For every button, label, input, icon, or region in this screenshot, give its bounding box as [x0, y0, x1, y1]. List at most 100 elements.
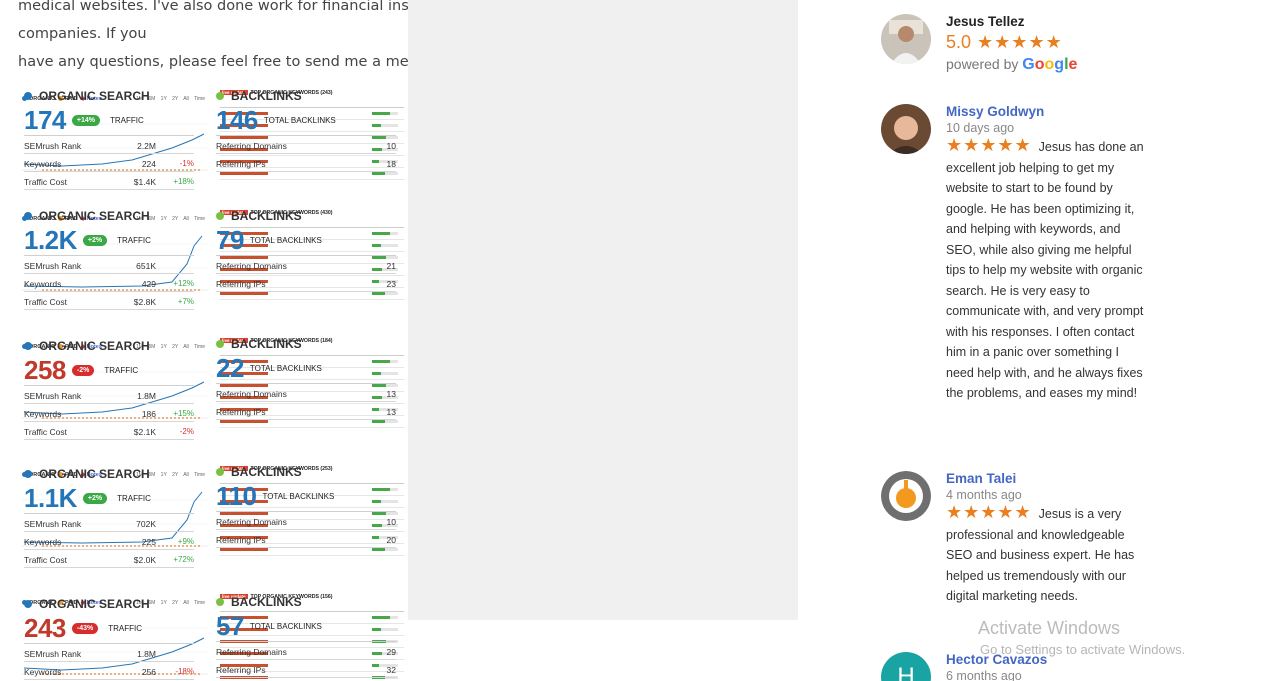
keywords-row: Keywords 186 +15%: [24, 404, 194, 422]
backlinks-title: BACKLINKS: [216, 208, 396, 224]
organic-search-widget: ORGANIC SEARCH 1.1K +2% TRAFFIC SEMrush …: [24, 466, 194, 568]
review-stars: ★★★★★: [946, 502, 1032, 522]
keyword-row: [220, 120, 404, 132]
review-date: 6 months ago: [946, 669, 1022, 681]
referring-ips-row: Referring IPs 32: [216, 660, 396, 678]
keyword-row: [220, 276, 404, 288]
reviewer-avatar: [881, 471, 931, 521]
top-keywords-table: live update TOP ORGANIC KEYWORDS (253): [220, 466, 404, 564]
backlinks-value: 22: [216, 353, 244, 383]
keyword-row: [220, 612, 404, 624]
top-keywords-title: live update TOP ORGANIC KEYWORDS (156): [220, 594, 333, 600]
organic-traffic: 243 -43% TRAFFIC: [24, 613, 194, 644]
keyword-row: [220, 252, 404, 264]
keyword-row: [220, 624, 404, 636]
organic-search-title: ORGANIC SEARCH: [24, 88, 194, 104]
referring-domains-row: Referring Domains 10: [216, 512, 396, 530]
keyword-row: [220, 532, 404, 544]
backlinks-value: 79: [216, 225, 244, 255]
backlinks-widget: BACKLINKS 22 TOTAL BACKLINKS Referring D…: [216, 336, 396, 420]
semrush-row: ORGANIC PAID ◆ Notes 1M 6M 1Y 2Y All Tim…: [18, 450, 798, 570]
traffic-mini-chart: ORGANIC PAID ◆ Notes 1M 6M 1Y 2Y All Tim…: [18, 194, 210, 304]
keyword-row: [220, 144, 404, 156]
top-keywords-table: live update TOP ORGANIC KEYWORDS (184): [220, 338, 404, 436]
backlinks-label: TOTAL BACKLINKS: [263, 116, 336, 125]
total-backlinks: 79 TOTAL BACKLINKS: [216, 225, 396, 256]
keyword-row: [220, 228, 404, 240]
traffic-change-badge: +2%: [82, 493, 108, 504]
keyword-row: [220, 484, 404, 496]
traffic-cost-row: Traffic Cost $1.4K +18%: [24, 172, 194, 190]
semrush-rank-row: SEMrush Rank 702K: [24, 514, 194, 532]
top-keywords-table: live update TOP ORGANIC KEYWORDS (243): [220, 90, 404, 188]
backlinks-value: 57: [216, 611, 244, 641]
mini-chart-range: 1M 6M 1Y 2Y All Time: [136, 600, 206, 606]
traffic-change-badge: -43%: [71, 623, 99, 634]
traffic-cost-row: Traffic Cost $2.0K +72%: [24, 550, 194, 568]
keyword-row: [220, 108, 404, 120]
keyword-row: [220, 368, 404, 380]
google-logo[interactable]: Google: [1022, 56, 1078, 73]
referring-ips-row: Referring IPs 20: [216, 530, 396, 548]
semrush-row: ORGANIC PAID ◆ Notes 1M 6M 1Y 2Y All Tim…: [18, 74, 798, 194]
organic-search-title: ORGANIC SEARCH: [24, 208, 194, 224]
mini-chart-range: 1M 6M 1Y 2Y All Time: [136, 96, 206, 102]
intro-line-2: have any questions, please feel free to …: [18, 54, 456, 70]
keyword-row: [220, 544, 404, 556]
reviewer-name-link[interactable]: Missy Goldwyn: [946, 104, 1045, 119]
mini-chart-range: 1M 6M 1Y 2Y All Time: [136, 472, 206, 478]
traffic-mini-chart: ORGANIC PAID ◆ Notes 1M 6M 1Y 2Y All Tim…: [18, 578, 210, 681]
keyword-row: [220, 380, 404, 392]
traffic-label: TRAFFIC: [117, 236, 151, 245]
review-text: ★★★★★ Jesus is a very professional and k…: [946, 502, 1146, 607]
backlinks-widget: BACKLINKS 79 TOTAL BACKLINKS Referring D…: [216, 208, 396, 292]
semrush-rank-row: SEMrush Rank 2.2M: [24, 136, 194, 154]
backlinks-widget: BACKLINKS 110 TOTAL BACKLINKS Referring …: [216, 464, 396, 548]
reviewer-avatar: H: [881, 652, 931, 681]
traffic-value: 174: [24, 105, 66, 135]
keyword-row: [220, 240, 404, 252]
review-text-body: Jesus has done an excellent job helping …: [946, 140, 1144, 400]
traffic-label: TRAFFIC: [104, 366, 139, 375]
total-backlinks: 110 TOTAL BACKLINKS: [216, 481, 396, 512]
review-text-body: Jesus is a very professional and knowled…: [946, 507, 1135, 603]
mini-chart-plot: [22, 491, 208, 547]
total-backlinks: 22 TOTAL BACKLINKS: [216, 353, 396, 384]
keyword-row: [220, 356, 404, 368]
keyword-row: [220, 168, 404, 180]
organic-traffic: 1.1K +2% TRAFFIC: [24, 483, 194, 514]
backlinks-value: 110: [216, 481, 257, 511]
stats-panel-background: [408, 0, 798, 620]
organic-search-widget: ORGANIC SEARCH 174 +14% TRAFFIC SEMrush …: [24, 88, 194, 190]
traffic-label: TRAFFIC: [108, 624, 143, 633]
organic-traffic: 1.2K +2% TRAFFIC: [24, 225, 194, 256]
traffic-mini-chart: ORGANIC PAID ◆ Notes 1M 6M 1Y 2Y All Tim…: [18, 74, 210, 184]
referring-domains-row: Referring Domains 13: [216, 384, 396, 402]
traffic-change-badge: +2%: [82, 235, 108, 246]
referring-ips-row: Referring IPs 23: [216, 274, 396, 292]
organic-search-widget: ORGANIC SEARCH 258 -2% TRAFFIC SEMrush R…: [24, 338, 194, 440]
reviewer-avatar: [881, 14, 931, 64]
reviewer-name-link[interactable]: Eman Talei: [946, 471, 1017, 486]
referring-domains-row: Referring Domains 10: [216, 136, 396, 154]
keyword-row: [220, 660, 404, 672]
traffic-label: TRAFFIC: [110, 116, 144, 125]
review-date: 4 months ago: [946, 488, 1022, 502]
reviewer-name-link[interactable]: Hector Cavazos: [946, 652, 1048, 667]
top-keywords-title: live update TOP ORGANIC KEYWORDS (430): [220, 210, 333, 216]
traffic-mini-chart: ORGANIC PAID ◆ Notes 1M 6M 1Y 2Y All Tim…: [18, 450, 210, 560]
powered-by: powered by Google: [946, 56, 1146, 74]
mini-chart-range: 1M 6M 1Y 2Y All Time: [136, 344, 206, 350]
referring-domains-row: Referring Domains 21: [216, 256, 396, 274]
keyword-row: [220, 264, 404, 276]
backlinks-widget: BACKLINKS 146 TOTAL BACKLINKS Referring …: [216, 88, 396, 172]
traffic-value: 1.2K: [24, 225, 77, 255]
top-keywords-title: live update TOP ORGANIC KEYWORDS (253): [220, 466, 333, 472]
keyword-row: [220, 508, 404, 520]
semrush-row: ORGANIC PAID ◆ Notes 1M 6M 1Y 2Y All Tim…: [18, 194, 798, 314]
review-stars: ★★★★★: [946, 135, 1032, 155]
semrush-rank-row: SEMrush Rank 1.8M: [24, 644, 194, 662]
rating-stars: ★★★★★: [977, 32, 1063, 52]
avatar-initial: H: [897, 663, 915, 681]
rating-value: 5.0: [946, 32, 972, 52]
